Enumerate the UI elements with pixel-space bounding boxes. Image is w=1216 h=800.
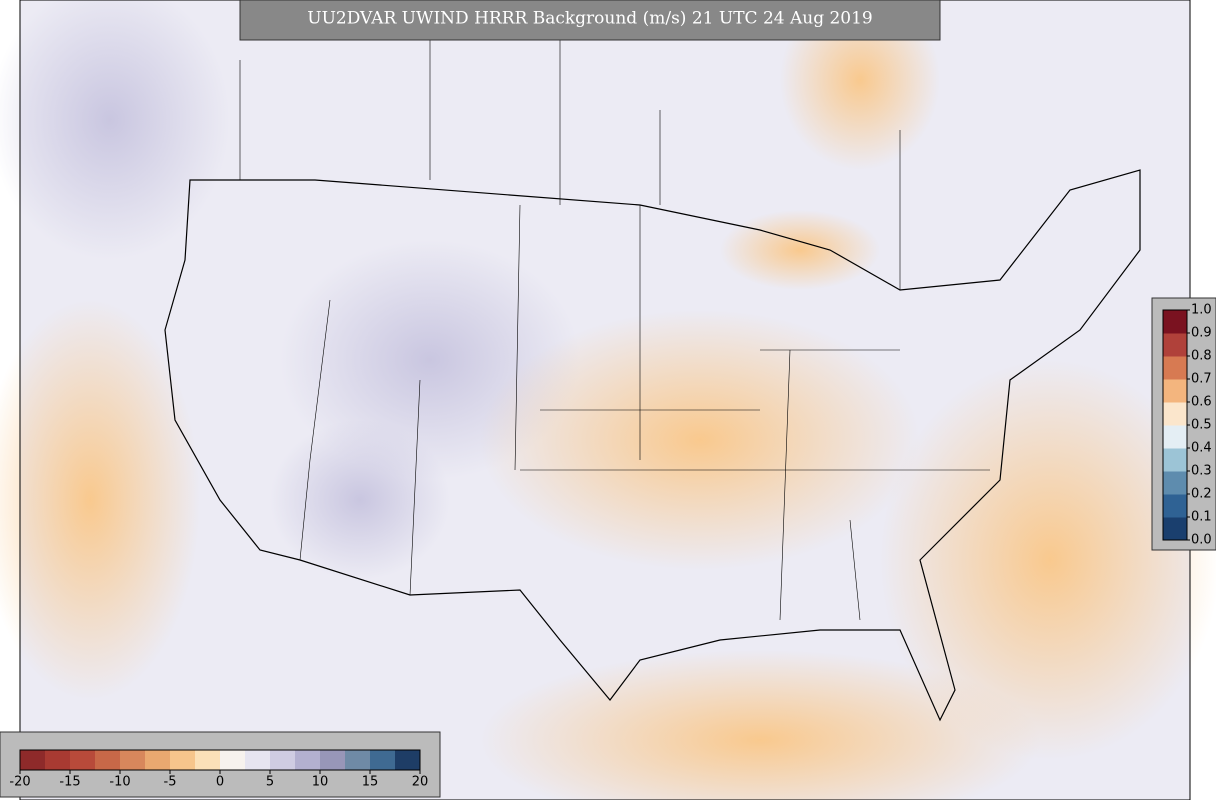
colorbar-segment (1163, 310, 1187, 334)
colorbar-segment (370, 750, 396, 770)
title-box (239, 0, 941, 41)
colorbar-segment (95, 750, 121, 770)
tick-label: 20 (412, 775, 429, 790)
tick-label: 0.7 (1191, 372, 1212, 387)
colorbar-segment (1163, 425, 1187, 449)
tick-label: 0.5 (1191, 418, 1212, 433)
tick-label: 0 (216, 775, 224, 790)
tick-label: 0.2 (1191, 487, 1212, 502)
colorbar-segment (295, 750, 321, 770)
colorbar-segment (1163, 494, 1187, 518)
colorbar-segment (245, 750, 271, 770)
colorbar-segment (1163, 471, 1187, 495)
tick-label: 0.3 (1191, 464, 1212, 479)
colorbar-segment (20, 750, 46, 770)
colorbar-segment (1163, 448, 1187, 472)
colorbars: -20 -15 -10 -5 0 5 10 15 20 0.0 0.1 0.2 0.3 0.4 0.5 0.6… (9, 303, 1211, 790)
colorbar-segment (1163, 356, 1187, 380)
tick-label: 0.9 (1191, 326, 1212, 341)
borders (239, 0, 990, 621)
colorbar-segment (45, 750, 71, 770)
colorbar-segment (395, 750, 421, 770)
colorbar-segment (1163, 517, 1187, 541)
tick-label: 15 (362, 775, 379, 790)
colorbar-segment (1163, 333, 1187, 357)
colorbar-segment (145, 750, 171, 770)
tick-label: 0.1 (1191, 510, 1212, 525)
colorbar-segment (195, 750, 221, 770)
tick-label: 5 (266, 775, 274, 790)
tick-label: 1.0 (1191, 303, 1212, 318)
tick-label: -10 (109, 775, 130, 790)
title: UU2DVAR UWIND HRRR Background (m/s) 21 U… (307, 9, 873, 29)
colorbar-segment (120, 750, 146, 770)
tick-label: 0.8 (1191, 349, 1212, 364)
colorbar-segment (170, 750, 196, 770)
tick-label: -15 (59, 775, 80, 790)
tick-label: -20 (9, 775, 30, 790)
colorbar-segment (70, 750, 96, 770)
colorbar-segment (220, 750, 246, 770)
tick-label: -5 (164, 775, 177, 790)
tick-label: 0.6 (1191, 395, 1212, 410)
colorbar-segment (1163, 402, 1187, 426)
tick-label: 0.0 (1191, 533, 1212, 548)
colorbar-segment (320, 750, 346, 770)
colorbar-segment (345, 750, 371, 770)
tick-label: 0.4 (1191, 441, 1212, 456)
colorbar-segment (1163, 379, 1187, 403)
colorbar-segment (270, 750, 296, 770)
tick-label: 10 (312, 775, 329, 790)
